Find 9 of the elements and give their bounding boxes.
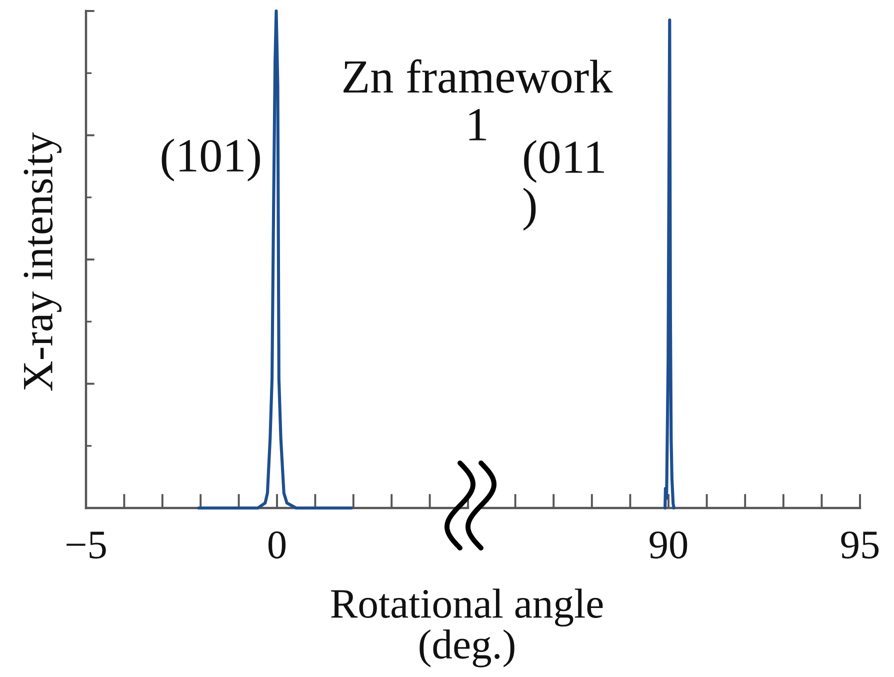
x-tick-label: −5	[66, 532, 106, 559]
annotation: (101)	[162, 138, 260, 182]
annotation: (011 )	[524, 140, 604, 231]
x-axis-title: Rotational angle (deg.)	[331, 588, 603, 668]
text: Zn framework 1	[344, 59, 613, 140]
x-tick-label: 90	[650, 531, 688, 559]
x-tick-label: 0	[268, 531, 286, 559]
y-axis-title: X-ray intensity	[24, 132, 62, 391]
x-tick-label: 95	[841, 532, 879, 559]
